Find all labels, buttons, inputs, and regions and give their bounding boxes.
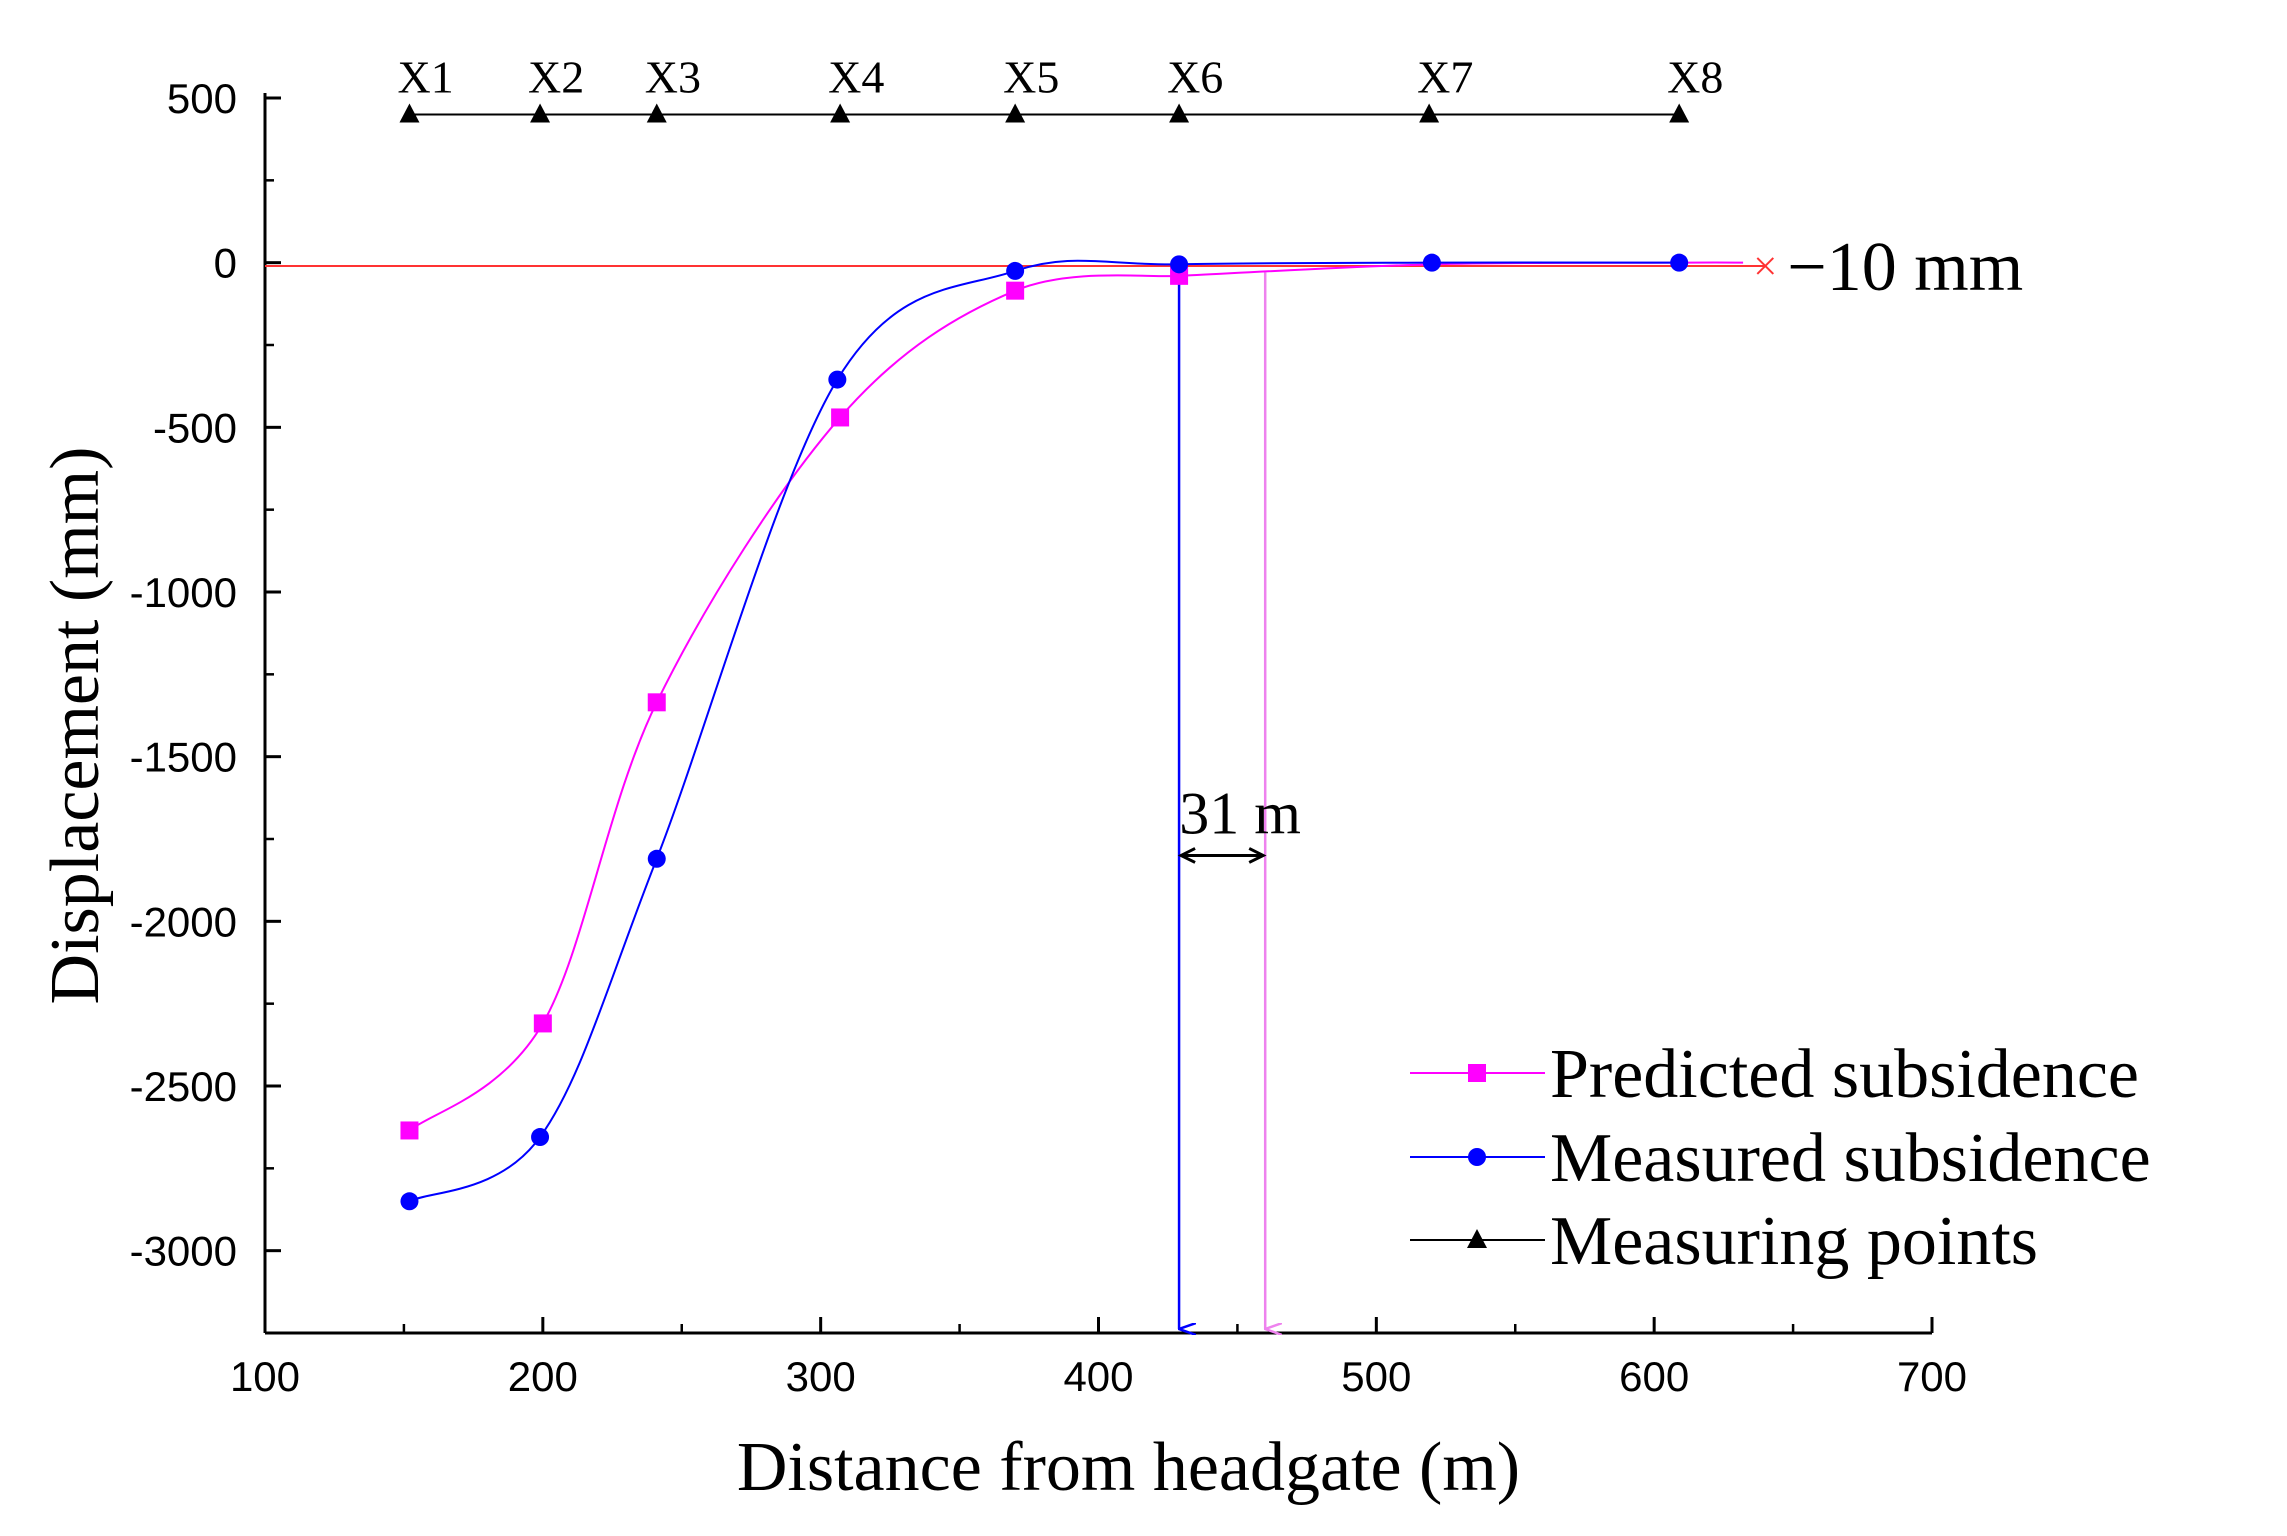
measuring-point-label: X5	[1003, 51, 1059, 102]
measuring-point-marker	[399, 103, 420, 123]
x-tick-label: 400	[1063, 1353, 1133, 1400]
legend-square-marker	[1468, 1064, 1486, 1082]
reference-line-label: −10 mm	[1787, 229, 2023, 306]
legend-circle-marker	[1468, 1148, 1486, 1166]
legend-entry-measuring-points: Measuring points	[1410, 1203, 2038, 1280]
predicted-point	[831, 408, 850, 427]
legend-label-predicted: Predicted subsidence	[1550, 1036, 2139, 1113]
predicted-subsidence-line	[408, 274, 1180, 1132]
y-tick-label: -500	[153, 404, 237, 451]
measuring-point-label: X3	[645, 51, 701, 102]
measured-point	[1670, 253, 1689, 272]
legend-label-measured: Measured subsidence	[1550, 1120, 2151, 1197]
x-axis-title: Distance from headgate (m)	[737, 1429, 1520, 1506]
gap-arrow-head-right	[1248, 847, 1267, 864]
measured-point	[400, 1192, 419, 1211]
y-tick-label: 500	[167, 75, 237, 122]
measured-point	[647, 849, 666, 868]
axes: 100 200 300 400 500 600 700 500 0 -500 -1000 -1500 -…	[130, 75, 1967, 1400]
plot-markers: X1 X2 X3 X4 X5 X6 X7 X8	[397, 51, 1723, 1211]
legend-entry-predicted: Predicted subsidence	[1410, 1036, 2139, 1113]
measured-point	[1170, 255, 1189, 274]
measuring-point-label: X6	[1167, 51, 1223, 102]
predicted-subsidence-line-tail	[1179, 261, 1744, 277]
gap-arrow-head-left	[1177, 847, 1196, 864]
gap-annotation-label: 31 m	[1179, 780, 1301, 846]
y-tick-label: -2500	[130, 1063, 237, 1110]
x-tick-label: 600	[1619, 1353, 1689, 1400]
x-tick-label: 200	[508, 1353, 578, 1400]
legend-triangle-marker	[1467, 1229, 1487, 1248]
measuring-point-label: X4	[828, 51, 884, 102]
y-tick-label: -3000	[130, 1228, 237, 1275]
y-tick-label: 0	[214, 240, 237, 287]
measuring-point-marker	[1169, 103, 1190, 123]
measuring-point-marker	[1669, 103, 1690, 123]
predicted-point	[400, 1121, 419, 1140]
predicted-point	[1006, 281, 1025, 300]
measuring-point-label: X2	[528, 51, 584, 102]
predicted-point	[647, 693, 666, 712]
legend-entry-measured: Measured subsidence	[1410, 1120, 2151, 1197]
reference-line-end-marker	[1756, 257, 1775, 275]
measuring-point-label: X1	[397, 51, 453, 102]
y-axis-title: Displacement (mm)	[37, 447, 114, 1005]
measured-subsidence-line	[409, 259, 1680, 1203]
y-tick-label: -2000	[130, 898, 237, 945]
y-tick-label: -1000	[130, 569, 237, 616]
measuring-point-marker	[1005, 103, 1026, 123]
x-tick-label: 100	[230, 1353, 300, 1400]
measuring-point-marker	[646, 103, 667, 123]
x-tick-label: 300	[786, 1353, 856, 1400]
measuring-point-marker	[530, 103, 551, 123]
y-tick-label: -1500	[130, 734, 237, 781]
measured-point	[531, 1128, 550, 1147]
measured-point	[1422, 253, 1441, 272]
measuring-point-label: X7	[1417, 51, 1473, 102]
legend-label-measuring-points: Measuring points	[1550, 1203, 2038, 1280]
measured-point	[1006, 261, 1025, 280]
predicted-point	[533, 1014, 552, 1033]
measured-point	[828, 370, 847, 389]
x-tick-label: 500	[1341, 1353, 1411, 1400]
measuring-point-label: X8	[1667, 51, 1723, 102]
x-tick-label: 700	[1897, 1353, 1967, 1400]
legend: Predicted subsidence Measured subsidence…	[1410, 1036, 2151, 1280]
measuring-point-marker	[830, 103, 851, 123]
measuring-point-marker	[1419, 103, 1440, 123]
